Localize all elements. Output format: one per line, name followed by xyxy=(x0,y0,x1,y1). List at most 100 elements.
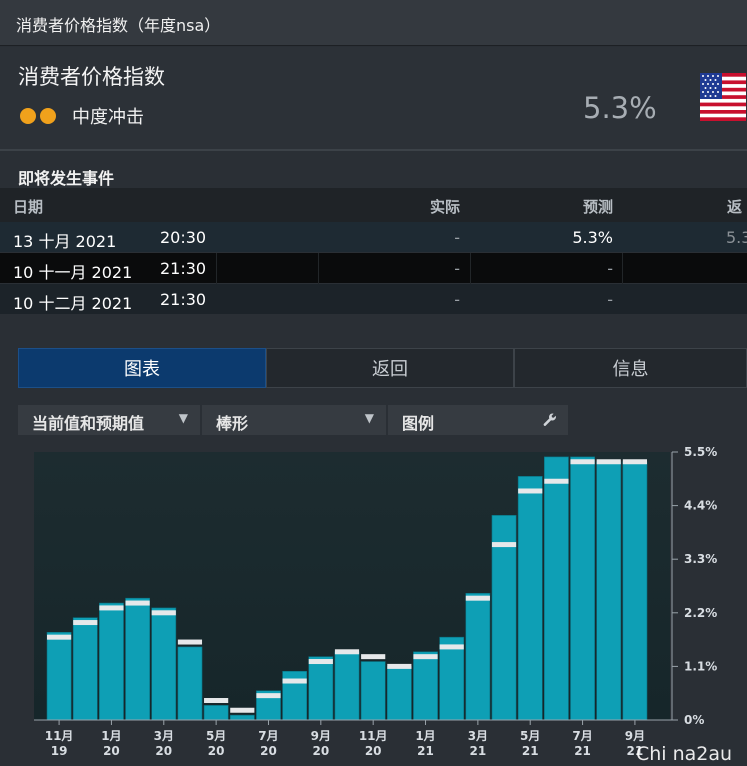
indicator-name: 消费者价格指数 xyxy=(18,65,165,89)
bar-12月 20[interactable] xyxy=(386,666,412,721)
forecast-marker-4月 20 xyxy=(177,639,203,645)
x-tick-year: 21 xyxy=(470,744,487,758)
forecast-marker-1月 20 xyxy=(99,605,124,611)
bar-6月 20[interactable] xyxy=(229,714,255,721)
bar-1月 20[interactable] xyxy=(99,602,124,721)
table-row[interactable]: 10 十一月 2021 21:30 - - xyxy=(0,253,747,284)
chart-type-select[interactable]: 棒形 ▼ xyxy=(202,405,388,435)
column-forecast[interactable]: 预测 xyxy=(582,198,613,216)
forecast-marker-3月 21 xyxy=(465,595,490,601)
impact-dot-icon xyxy=(20,108,36,124)
forecast-marker-7月 21 xyxy=(570,459,595,465)
forecast-marker-2月 21 xyxy=(439,644,464,650)
impact-dot-icon xyxy=(40,108,56,124)
forecast-marker-12月 19 xyxy=(73,620,98,626)
window-title: 消费者价格指数（年度nsa） xyxy=(0,0,747,46)
x-tick-month: 9月 xyxy=(311,729,331,743)
forecast-marker-5月 21 xyxy=(518,488,543,494)
column-previous[interactable]: 返 xyxy=(727,198,743,216)
x-tick-month: 3月 xyxy=(468,729,488,743)
cell-separator xyxy=(318,253,319,284)
header-divider xyxy=(0,149,747,151)
forecast-marker-7月 20 xyxy=(256,693,281,699)
x-tick-month: 3月 xyxy=(154,729,174,743)
bar-3月 20[interactable] xyxy=(151,607,177,721)
tab-chart[interactable]: 图表 xyxy=(18,348,266,388)
legend-button[interactable]: 图例 xyxy=(388,405,570,435)
x-tick-year: 20 xyxy=(312,744,329,758)
bar-10月 20[interactable] xyxy=(334,651,360,721)
forecast-marker-1月 21 xyxy=(413,654,438,660)
forecast-marker-9月 20 xyxy=(308,659,333,665)
x-tick-month: 1月 xyxy=(415,729,435,743)
column-date[interactable]: 日期 xyxy=(13,198,44,216)
bar-2月 21[interactable] xyxy=(439,636,465,721)
bar-6月 21[interactable] xyxy=(544,456,569,721)
forecast-marker-11月 20 xyxy=(361,654,386,660)
events-table: 日期 实际 预测 返 13 十月 2021 20:30 - 5.3% 5.3 1… xyxy=(0,188,747,315)
bar-1月 21[interactable] xyxy=(413,651,438,721)
bar-2月 20[interactable] xyxy=(125,597,150,721)
x-tick-month: 11月 xyxy=(45,729,74,743)
x-tick-year: 20 xyxy=(365,744,382,758)
x-tick-month: 1月 xyxy=(101,729,121,743)
tab-back[interactable]: 返回 xyxy=(266,348,514,388)
events-title: 即将发生事件 xyxy=(18,169,115,188)
x-tick-month: 7月 xyxy=(258,729,278,743)
forecast-marker-12月 20 xyxy=(387,663,412,669)
row-forecast: 5.3% xyxy=(572,228,613,247)
chart-type-value: 棒形 xyxy=(216,414,249,433)
row-date: 10 十一月 2021 xyxy=(13,263,133,282)
bar-5月 20[interactable] xyxy=(203,705,229,721)
x-tick-year: 21 xyxy=(627,744,644,758)
cpi-bar-chart: 0%1.1%2.2%3.3%4.4%5.5% 11月191月203月205月20… xyxy=(34,445,732,765)
us-flag-icon xyxy=(700,73,746,121)
bar-5月 21[interactable] xyxy=(517,476,543,721)
bar-3月 21[interactable] xyxy=(465,593,491,721)
bar-4月 20[interactable] xyxy=(177,646,203,721)
row-actual: - xyxy=(454,228,460,247)
chevron-down-icon: ▼ xyxy=(178,411,188,425)
row-time: 21:30 xyxy=(160,259,207,278)
column-actual[interactable]: 实际 xyxy=(429,198,460,216)
table-row[interactable]: 13 十月 2021 20:30 - 5.3% 5.3 xyxy=(0,222,747,253)
bar-11月 20[interactable] xyxy=(360,661,386,721)
forecast-marker-9月 21 xyxy=(622,459,647,465)
cell-separator xyxy=(470,253,471,284)
x-tick-year: 21 xyxy=(522,744,539,758)
events-table-header: 日期 实际 预测 返 xyxy=(0,188,747,222)
bar-7月 21[interactable] xyxy=(570,456,595,721)
bar-12月 19[interactable] xyxy=(72,617,98,721)
series-select-value: 当前值和预期值 xyxy=(32,414,145,433)
tab-info[interactable]: 信息 xyxy=(514,348,747,388)
y-tick-label: 5.5% xyxy=(684,445,717,459)
y-tick-label: 0% xyxy=(684,713,704,727)
y-tick-label: 1.1% xyxy=(684,659,717,673)
row-time: 21:30 xyxy=(160,290,207,309)
x-tick-year: 20 xyxy=(155,744,172,758)
x-tick-month: 5月 xyxy=(206,729,226,743)
series-select[interactable]: 当前值和预期值 ▼ xyxy=(18,405,202,435)
wrench-icon[interactable] xyxy=(542,412,558,428)
impact-rating: 中度冲击 xyxy=(20,103,144,129)
forecast-marker-4月 21 xyxy=(491,542,517,548)
forecast-marker-10月 20 xyxy=(334,649,360,655)
row-time: 20:30 xyxy=(160,228,207,247)
bar-11月 19[interactable] xyxy=(46,631,72,721)
cell-separator xyxy=(622,253,623,284)
row-forecast: - xyxy=(607,259,613,278)
forecast-marker-8月 21 xyxy=(596,459,621,465)
x-tick-year: 20 xyxy=(103,744,120,758)
bar-8月 21[interactable] xyxy=(596,461,622,721)
table-row[interactable]: 10 十二月 2021 21:30 - - xyxy=(0,284,747,315)
forecast-marker-2月 20 xyxy=(125,600,150,606)
bar-9月 21[interactable] xyxy=(622,461,648,721)
row-actual: - xyxy=(454,259,460,278)
forecast-marker-8月 20 xyxy=(282,678,307,684)
x-tick-year: 21 xyxy=(574,744,591,758)
forecast-marker-11月 19 xyxy=(47,634,72,640)
row-date: 10 十二月 2021 xyxy=(13,294,133,313)
view-tabs: 图表 返回 信息 xyxy=(18,348,747,388)
bar-9月 20[interactable] xyxy=(308,656,334,721)
forecast-marker-5月 20 xyxy=(204,698,229,704)
